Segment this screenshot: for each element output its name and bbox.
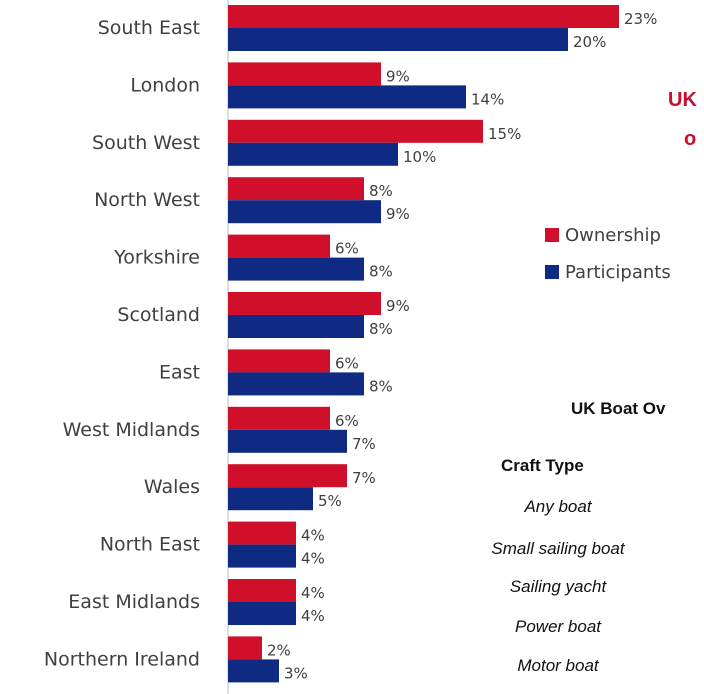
value-label-participants-north-east: 4% xyxy=(301,550,325,568)
value-label-ownership-yorkshire: 6% xyxy=(335,240,359,258)
bar-ownership-east-midlands xyxy=(228,579,296,602)
side-title-line-2: o xyxy=(684,128,697,150)
category-label-yorkshire: Yorkshire xyxy=(113,247,200,269)
category-label-south-west: South West xyxy=(92,132,200,154)
craft-row-small-sailing-boat: Small sailing boat xyxy=(491,539,625,558)
craft-row-power-boat: Power boat xyxy=(515,617,601,636)
bar-participants-north-east xyxy=(228,544,296,568)
value-label-participants-east: 8% xyxy=(369,377,393,395)
category-label-london: London xyxy=(130,74,200,96)
category-label-northern-ireland: Northern Ireland xyxy=(44,648,200,670)
legend-item-participants: Participants xyxy=(545,262,671,283)
craft-row-motor-boat: Motor boat xyxy=(517,656,599,675)
value-label-ownership-east: 6% xyxy=(335,354,359,372)
bar-participants-east-midlands xyxy=(228,602,296,625)
value-label-participants-east-midlands: 4% xyxy=(301,607,325,625)
value-label-ownership-london: 9% xyxy=(386,67,410,85)
value-label-ownership-south-west: 15% xyxy=(488,125,521,143)
value-label-participants-wales: 5% xyxy=(318,492,342,510)
category-label-east-midlands: East Midlands xyxy=(68,591,200,613)
bar-ownership-wales xyxy=(228,464,347,488)
bar-ownership-south-west xyxy=(228,119,483,143)
bar-participants-yorkshire xyxy=(228,257,364,281)
legend-swatch-ownership xyxy=(545,228,559,242)
value-label-ownership-northern-ireland: 2% xyxy=(267,641,291,659)
value-label-ownership-wales: 7% xyxy=(352,469,376,487)
craft-row-any-boat: Any boat xyxy=(524,497,592,516)
category-label-scotland: Scotland xyxy=(117,304,200,326)
value-label-ownership-south-east: 23% xyxy=(624,10,657,28)
bar-ownership-scotland xyxy=(228,292,381,315)
bar-participants-north-west xyxy=(228,200,381,224)
bar-ownership-east xyxy=(228,349,330,373)
bar-ownership-north-east xyxy=(228,521,296,545)
value-label-participants-west-midlands: 7% xyxy=(352,435,376,453)
value-label-participants-south-west: 10% xyxy=(403,148,436,166)
value-label-ownership-north-west: 8% xyxy=(369,182,393,200)
bar-participants-south-west xyxy=(228,142,398,166)
value-label-participants-northern-ireland: 3% xyxy=(284,664,308,682)
value-label-participants-scotland: 8% xyxy=(369,320,393,338)
bar-ownership-yorkshire xyxy=(228,234,330,258)
category-label-south-east: South East xyxy=(98,17,200,39)
value-label-ownership-west-midlands: 6% xyxy=(335,412,359,430)
bar-participants-south-east xyxy=(228,28,568,51)
category-label-east: East xyxy=(159,361,200,383)
bar-participants-northern-ireland xyxy=(228,659,279,683)
bar-ownership-south-east xyxy=(228,5,619,28)
value-label-participants-south-east: 20% xyxy=(573,33,606,51)
value-label-participants-yorkshire: 8% xyxy=(369,263,393,281)
bar-participants-scotland xyxy=(228,315,364,338)
craft-row-sailing-yacht: Sailing yacht xyxy=(509,577,607,596)
bar-ownership-west-midlands xyxy=(228,406,330,430)
category-label-wales: Wales xyxy=(144,476,200,498)
bar-ownership-northern-ireland xyxy=(228,636,262,660)
bar-ownership-london xyxy=(228,62,381,86)
bar-ownership-north-west xyxy=(228,177,364,201)
craft-type-header: Craft Type xyxy=(501,456,584,475)
bar-participants-east xyxy=(228,372,364,396)
value-label-ownership-east-midlands: 4% xyxy=(301,584,325,602)
category-label-west-midlands: West Midlands xyxy=(63,419,200,441)
legend-item-ownership: Ownership xyxy=(545,225,661,246)
value-label-ownership-north-east: 4% xyxy=(301,527,325,545)
legend-label-ownership: Ownership xyxy=(565,225,661,246)
legend-label-participants: Participants xyxy=(565,262,671,283)
legend-swatch-participants xyxy=(545,265,559,279)
value-label-ownership-scotland: 9% xyxy=(386,297,410,315)
value-label-participants-north-west: 9% xyxy=(386,205,410,223)
category-label-north-west: North West xyxy=(94,189,200,211)
table-title: UK Boat Ov xyxy=(571,399,666,418)
category-label-north-east: North East xyxy=(100,534,200,556)
bar-participants-west-midlands xyxy=(228,429,347,453)
bar-participants-london xyxy=(228,85,466,109)
value-label-participants-london: 14% xyxy=(471,90,504,108)
bar-participants-wales xyxy=(228,487,313,511)
side-title-line-1: UK xyxy=(668,89,697,111)
